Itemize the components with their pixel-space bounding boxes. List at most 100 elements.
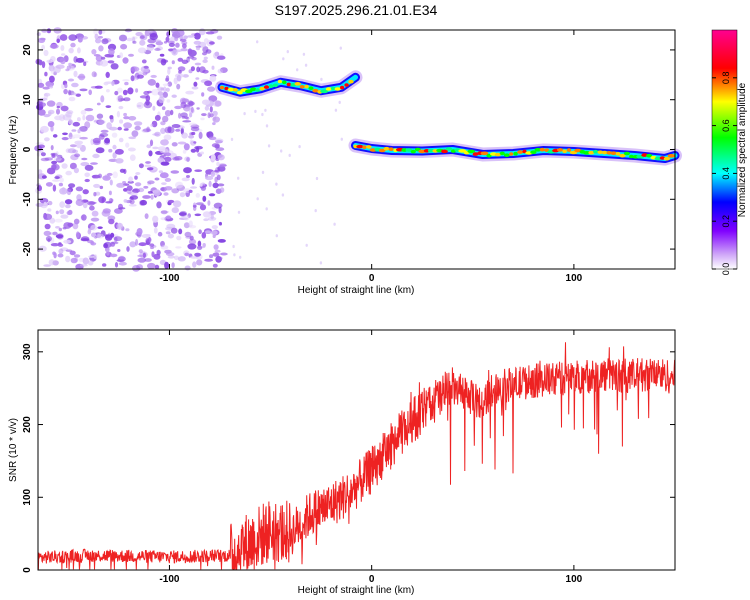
- noise-blob: [68, 62, 72, 66]
- noise-blob: [286, 50, 289, 54]
- noise-blob: [88, 89, 92, 96]
- noise-blob: [196, 107, 200, 110]
- noise-blob: [106, 89, 110, 93]
- noise-blob: [233, 253, 236, 257]
- noise-blob: [201, 232, 207, 239]
- noise-blob: [204, 80, 213, 87]
- noise-blob: [35, 202, 44, 207]
- noise-blob: [160, 210, 170, 214]
- noise-blob: [218, 163, 227, 167]
- noise-blob: [129, 195, 139, 200]
- noise-blob: [152, 105, 156, 111]
- noise-blob: [52, 134, 58, 138]
- noise-blob: [143, 65, 149, 69]
- noise-blob: [65, 255, 71, 263]
- noise-blob: [73, 167, 79, 174]
- noise-blob: [162, 83, 170, 87]
- noise-blob: [124, 81, 129, 86]
- noise-blob: [113, 236, 123, 242]
- noise-blob: [175, 128, 181, 132]
- noise-blob: [146, 167, 154, 171]
- noise-blob: [182, 149, 187, 154]
- noise-blob: [123, 122, 132, 129]
- noise-blob: [141, 59, 147, 64]
- colorbar-tick-label: 0.0: [721, 263, 731, 276]
- noise-blob: [166, 252, 175, 257]
- noise-blob: [193, 81, 198, 87]
- colorbar-tick-label: 0.4: [721, 167, 731, 180]
- noise-blob: [70, 144, 77, 148]
- noise-blob: [212, 252, 220, 257]
- noise-blob: [50, 68, 55, 74]
- track-core-blob: [299, 85, 305, 89]
- noise-blob: [171, 142, 178, 147]
- noise-blob: [64, 199, 73, 205]
- noise-blob: [118, 34, 128, 42]
- noise-blob: [58, 248, 64, 255]
- noise-blob: [166, 223, 176, 229]
- noise-blob: [193, 40, 202, 45]
- noise-blob: [42, 86, 50, 90]
- noise-blob: [65, 204, 71, 209]
- track-core-blob: [557, 148, 564, 152]
- noise-blob: [117, 249, 121, 252]
- noise-blob: [37, 37, 46, 44]
- noise-blob: [41, 175, 47, 179]
- noise-blob: [129, 199, 135, 205]
- noise-blob: [104, 137, 110, 144]
- noise-blob: [112, 171, 118, 179]
- noise-blob: [198, 131, 203, 139]
- noise-blob: [163, 134, 172, 141]
- track-core-blob: [534, 148, 542, 152]
- noise-blob: [61, 163, 68, 169]
- noise-blob: [162, 115, 169, 123]
- noise-blob: [35, 142, 45, 145]
- noise-blob: [217, 165, 226, 172]
- noise-blob: [116, 110, 120, 118]
- noise-blob: [125, 228, 130, 232]
- noise-blob: [132, 40, 137, 44]
- noise-blob: [136, 74, 144, 79]
- noise-blob: [129, 154, 136, 161]
- noise-blob: [160, 217, 167, 221]
- noise-blob: [127, 87, 134, 95]
- noise-blob: [216, 55, 226, 60]
- noise-blob: [179, 192, 186, 198]
- noise-blob: [199, 183, 203, 187]
- track-core-blob: [286, 82, 291, 87]
- track-core-blob: [566, 148, 572, 152]
- noise-blob: [152, 146, 159, 150]
- noise-blob: [171, 60, 175, 65]
- noise-blob: [96, 233, 104, 239]
- noise-blob: [63, 88, 68, 95]
- noise-blob: [171, 94, 177, 98]
- noise-blob: [123, 116, 130, 120]
- noise-blob: [43, 92, 51, 97]
- noise-blob: [170, 170, 180, 174]
- noise-blob: [68, 136, 76, 139]
- noise-blob: [91, 71, 97, 78]
- noise-blob: [150, 123, 154, 127]
- track-core-blob: [499, 151, 505, 156]
- noise-blob: [215, 147, 225, 152]
- noise-blob: [164, 110, 172, 117]
- noise-blob: [210, 213, 214, 220]
- noise-blob: [93, 54, 101, 57]
- noise-blob: [178, 228, 183, 235]
- noise-blob: [137, 104, 142, 108]
- noise-blob: [110, 63, 119, 70]
- noise-blob: [123, 188, 128, 192]
- noise-blob: [100, 95, 105, 103]
- noise-blob: [48, 259, 56, 266]
- noise-blob: [79, 263, 88, 267]
- track-core-blob: [522, 149, 527, 154]
- noise-blob: [119, 119, 124, 124]
- noise-blob: [122, 57, 129, 64]
- noise-blob: [138, 163, 144, 169]
- y-tick-label: 200: [22, 416, 33, 433]
- x-tick-label: 0: [369, 574, 375, 585]
- noise-blob: [179, 38, 187, 42]
- noise-blob: [46, 100, 56, 107]
- noise-blob: [220, 67, 228, 73]
- noise-blob: [149, 33, 158, 41]
